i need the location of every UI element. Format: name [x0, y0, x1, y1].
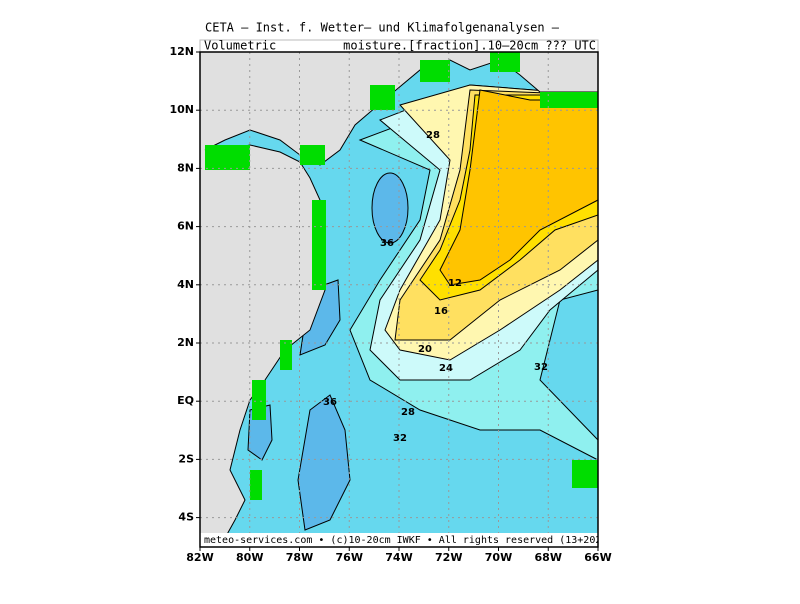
contour-label: 24: [439, 363, 453, 374]
plot: 28 36 12 16 20 24 32 36 28 32 meteo-services.com …: [199, 51, 613, 548]
lon-tick-label: 80W: [236, 551, 263, 564]
contour-label: 20: [418, 344, 432, 355]
lat-tick-label: 2N: [177, 336, 194, 349]
contour-label: 32: [393, 433, 407, 444]
footer-box: [200, 533, 598, 547]
coast-cells: [205, 52, 598, 500]
contour-label: 28: [426, 130, 440, 141]
lat-tick-label: 4N: [177, 278, 194, 291]
lon-tick-label: 72W: [435, 551, 462, 564]
title: CETA — Inst. f. Wetter— und Klimafolgena…: [205, 21, 560, 35]
lat-tick-label: 10N: [169, 103, 194, 116]
lat-tick-label: 6N: [177, 220, 194, 233]
lon-tick-label: 68W: [535, 551, 562, 564]
lon-tick-label: 78W: [286, 551, 313, 564]
contour-label: 12: [448, 278, 462, 289]
contour-label: 36: [323, 397, 337, 408]
lat-tick-label: 12N: [169, 45, 194, 58]
contour-label: 32: [534, 362, 548, 373]
contour-label: 28: [401, 407, 415, 418]
lat-tick-label: 8N: [177, 161, 194, 174]
header-left: Volumetric: [204, 39, 276, 53]
contour-label: 16: [434, 306, 448, 317]
contour-labels: 28 36 12 16 20 24 32 36 28 32: [323, 130, 548, 444]
lat-tick-label: 2S: [178, 452, 194, 465]
lon-tick-label: 70W: [485, 551, 512, 564]
lat-tick-label: EQ: [177, 394, 194, 407]
lon-tick-label: 74W: [385, 551, 412, 564]
lon-tick-label: 76W: [336, 551, 363, 564]
footer: meteo-services.com • (c)10-20cm IWKF • A…: [204, 535, 613, 546]
blob-36: [371, 172, 409, 244]
lat-tick-label: 4S: [178, 511, 194, 524]
contour-label: 36: [380, 238, 394, 249]
grid: [200, 52, 598, 547]
lon-tick-label: 66W: [584, 551, 611, 564]
header-right: moisture.[fraction].10—20cm ??? UTC: [343, 39, 596, 53]
lon-tick-label: 82W: [186, 551, 213, 564]
